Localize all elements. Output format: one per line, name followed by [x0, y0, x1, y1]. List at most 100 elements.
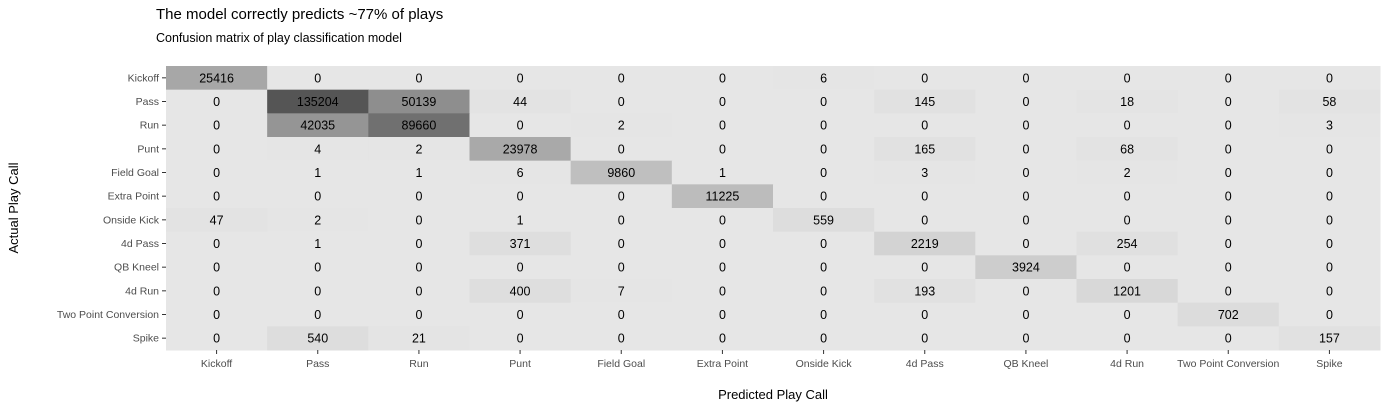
cell-label: 0 — [314, 71, 321, 85]
cell-label: 540 — [307, 332, 328, 346]
heatmap-cell-extra-point-extra-point — [671, 184, 774, 209]
cell-label: 0 — [618, 308, 625, 322]
heatmap-cell-two-point-conversion-4d-run — [1076, 302, 1179, 327]
x-tick-label: Run — [409, 358, 428, 370]
heatmap-cell-extra-point-onside-kick — [773, 184, 875, 209]
y-tick-label: Extra Point — [108, 191, 159, 203]
heatmap-cell-field-goal-spike — [1278, 160, 1381, 185]
cell-label: 0 — [517, 332, 524, 346]
heatmap-cell-qb-kneel-field-goal — [570, 255, 673, 280]
heatmap-cell-pass-qb-kneel — [975, 89, 1077, 114]
cell-label: 0 — [213, 166, 220, 180]
cell-label: 0 — [415, 261, 422, 275]
heatmap-cell-4d-pass-onside-kick — [773, 231, 875, 256]
cell-label: 0 — [1124, 213, 1131, 227]
cell-label: 0 — [618, 261, 625, 275]
cell-label: 0 — [1022, 71, 1029, 85]
cell-label: 1 — [719, 166, 726, 180]
cell-label: 0 — [719, 261, 726, 275]
cell-label: 0 — [820, 237, 827, 251]
cell-label: 0 — [1225, 213, 1232, 227]
heatmap-cell-extra-point-two-point-conversion — [1177, 184, 1280, 209]
heatmap-cell-4d-run-run — [368, 279, 470, 304]
heatmap-cell-pass-run — [368, 89, 470, 114]
cell-label: 0 — [1225, 237, 1232, 251]
heatmap-cell-run-qb-kneel — [975, 113, 1077, 138]
chart-title: The model correctly predicts ~77% of pla… — [156, 6, 444, 23]
cell-label: 0 — [921, 71, 928, 85]
cell-label: 0 — [719, 95, 726, 109]
heatmap-cell-field-goal-punt — [469, 160, 572, 185]
cell-label: 9860 — [607, 166, 635, 180]
cell-label: 0 — [1022, 237, 1029, 251]
heatmap-cell-run-run — [368, 113, 470, 138]
x-tick-label: Pass — [306, 358, 329, 370]
heatmap-cell-two-point-conversion-run — [368, 302, 470, 327]
cell-label: 6 — [517, 166, 524, 180]
cell-label: 0 — [1225, 71, 1232, 85]
heatmap-cell-4d-pass-kickoff — [166, 231, 268, 256]
cell-label: 0 — [1124, 308, 1131, 322]
heatmap-cell-punt-spike — [1278, 137, 1381, 162]
heatmap-cell-field-goal-two-point-conversion — [1177, 160, 1280, 185]
cell-label: 0 — [213, 332, 220, 346]
heatmap-cell-run-onside-kick — [773, 113, 875, 138]
cell-label: 0 — [213, 284, 220, 298]
cell-label: 3924 — [1012, 261, 1040, 275]
heatmap-cell-spike-4d-pass — [874, 326, 976, 351]
heatmap-cell-punt-pass — [267, 137, 369, 162]
y-axis: Kickoff Pass Run Punt Field Goal Extra Point O… — [57, 72, 166, 345]
cell-label: 0 — [719, 71, 726, 85]
cell-label: 0 — [415, 284, 422, 298]
cell-label: 0 — [1326, 284, 1333, 298]
cell-label: 89660 — [402, 119, 437, 133]
cell-label: 21 — [412, 332, 426, 346]
cell-label: 0 — [820, 308, 827, 322]
heatmap-cell-4d-pass-punt — [469, 231, 572, 256]
y-tick-label: 4d Pass — [121, 238, 159, 250]
cell-label: 0 — [314, 284, 321, 298]
heatmap-cells — [166, 66, 1381, 351]
cell-label: 18 — [1120, 95, 1134, 109]
heatmap-cell-pass-4d-pass — [874, 89, 976, 114]
heatmap-cell-two-point-conversion-extra-point — [671, 302, 774, 327]
cell-label: 2 — [415, 142, 422, 156]
y-tick-label: Two Point Conversion — [57, 309, 159, 321]
x-tick-label: Punt — [509, 358, 531, 370]
heatmap-cell-run-two-point-conversion — [1177, 113, 1280, 138]
cell-label: 0 — [314, 308, 321, 322]
heatmap-cell-pass-two-point-conversion — [1177, 89, 1280, 114]
heatmap-cell-punt-4d-pass — [874, 137, 976, 162]
cell-label: 0 — [415, 71, 422, 85]
cell-label: 0 — [213, 142, 220, 156]
cell-label: 0 — [1022, 332, 1029, 346]
heatmap-cell-spike-spike — [1278, 326, 1381, 351]
heatmap-cell-spike-pass — [267, 326, 369, 351]
heatmap-cell-punt-qb-kneel — [975, 137, 1077, 162]
heatmap-cell-field-goal-pass — [267, 160, 369, 185]
x-tick-label: 4d Pass — [906, 358, 944, 370]
heatmap-cell-4d-pass-field-goal — [570, 231, 673, 256]
cell-label: 0 — [618, 95, 625, 109]
heatmap-cell-qb-kneel-two-point-conversion — [1177, 255, 1280, 280]
heatmap-cell-onside-kick-kickoff — [166, 208, 268, 233]
heatmap-cell-pass-spike — [1278, 89, 1381, 114]
cell-label: 0 — [719, 332, 726, 346]
cell-label: 702 — [1218, 308, 1239, 322]
heatmap-cell-kickoff-4d-pass — [874, 66, 976, 91]
heatmap-cell-spike-kickoff — [166, 326, 268, 351]
cell-label: 0 — [1124, 261, 1131, 275]
cell-label: 47 — [210, 213, 224, 227]
cell-label: 254 — [1117, 237, 1138, 251]
heatmap-cell-kickoff-pass — [267, 66, 369, 91]
x-axis-title: Predicted Play Call — [718, 387, 828, 402]
cell-label: 0 — [1326, 308, 1333, 322]
x-tick-label: Spike — [1316, 358, 1342, 370]
cell-label: 0 — [618, 190, 625, 204]
cell-label: 0 — [213, 119, 220, 133]
heatmap-cell-onside-kick-extra-point — [671, 208, 774, 233]
heatmap-cell-4d-run-pass — [267, 279, 369, 304]
y-tick-label: Field Goal — [111, 167, 159, 179]
heatmap-cell-spike-field-goal — [570, 326, 673, 351]
